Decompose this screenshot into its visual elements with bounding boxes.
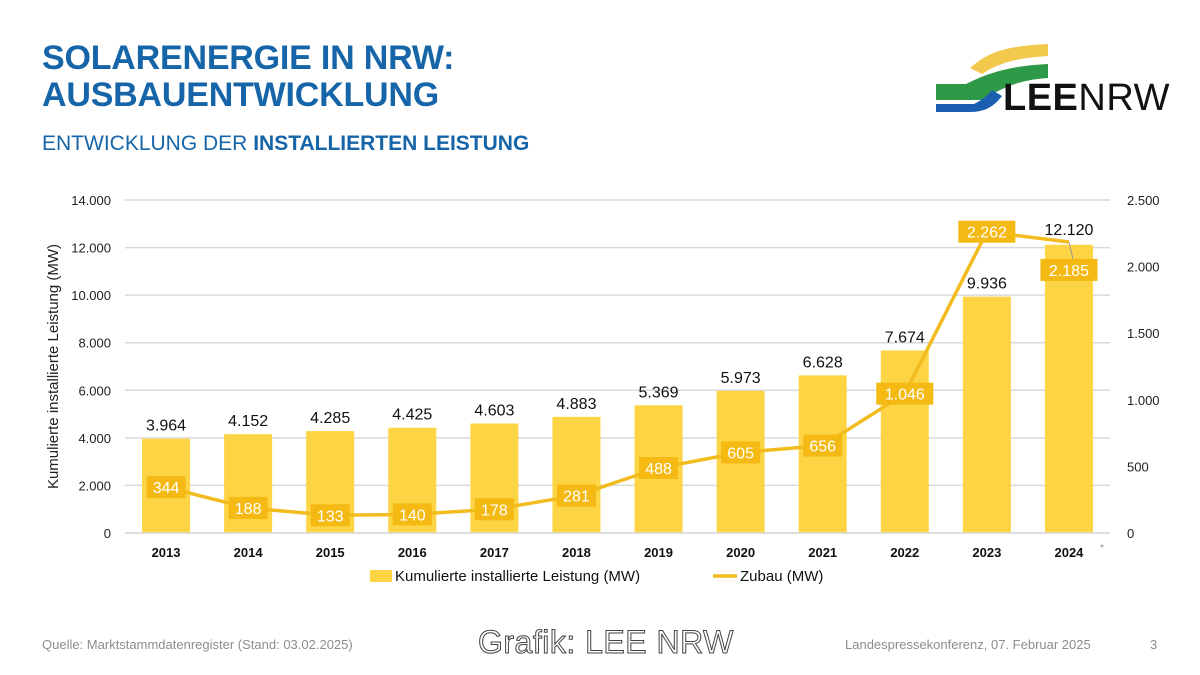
y2-tick-label: 0 [1127,526,1134,541]
y-axis-title: Kumulierte installierte Leistung (MW) [45,244,62,489]
y-tick-label: 0 [104,526,111,541]
line-value-box [310,504,350,527]
y2-tick-label: 2.000 [1127,260,1160,275]
y-tick-label: 4.000 [78,431,111,446]
lee-nrw-logo-icon [936,44,1048,112]
logo-text: LEENRW [1003,78,1170,118]
line-zubau [165,229,1070,518]
x-tick-label: 2015 [316,545,345,560]
line-value-label: 178 [481,502,508,519]
event-note: Landespressekonferenz, 07. Februar 2025 [845,637,1091,652]
bar-value-label: 4.285 [310,410,350,427]
x-tick-label: 2018 [562,545,591,560]
logo-text-nrw: NRW [1078,77,1170,119]
logo-yellow-stripe [970,44,1048,74]
bar [880,350,929,533]
y-tick-label: 2.000 [78,478,111,493]
line-value-box [958,220,1016,243]
line-value-box [474,498,514,521]
bar [552,416,601,533]
line-value-box [556,484,596,507]
line-value-box [721,441,761,464]
line-value-box [392,503,432,526]
line-value-label: 133 [317,508,344,525]
title-line-2: AUSBAUENTWICKLUNG [42,76,440,114]
combo-chart: 0 2.000 4.000 6.000 8.000 10.000 12.000 14.000 0… [45,193,1160,585]
y2-tick-label: 1.000 [1127,393,1160,408]
y-tick-label: 12.000 [71,241,111,256]
x-tick-label: 2021 [808,545,837,560]
x-tick-label: 2022 [890,545,919,560]
x-tick-label: 2019 [644,545,673,560]
bar-value-label: 12.120 [1044,222,1093,239]
bar-value-label: 6.628 [803,354,843,371]
line-value-box [803,434,843,457]
y2-tick-label: 1.500 [1127,326,1160,341]
x-tick-label: 2016 [398,545,427,560]
page-title: SOLARENERGIE IN NRW: AUSBAUENTWICKLUNG [42,40,454,114]
x-tick-label: 2017 [480,545,509,560]
line-value-label: 656 [809,439,836,456]
bar-value-label: 4.603 [474,403,514,420]
x-tick-label: 2013 [152,545,181,560]
subtitle-bold: INSTALLIERTEN LEISTUNG [253,132,530,155]
legend-label-line: Zubau (MW) [740,568,823,585]
line-value-label: 281 [563,489,590,506]
line-value-box [876,382,934,405]
line-value-label: 344 [153,480,180,497]
line-value-label: 188 [235,501,262,518]
bar-value-label: 4.152 [228,413,268,430]
bar [1044,244,1093,533]
line-value-label: 605 [727,445,754,462]
y-tick-label: 14.000 [71,193,111,208]
y-tick-label: 10.000 [71,288,111,303]
bar-value-label: 5.369 [639,384,679,401]
y2-tick-label: 2.500 [1127,193,1160,208]
logo-text-lee: LEE [1003,77,1079,119]
logo-green-stripe [936,64,1048,100]
line-value-label: 488 [645,461,672,478]
bar-value-label: 7.674 [885,329,925,346]
page-number: 3 [1150,637,1158,652]
line-value-label: 1.046 [885,387,925,404]
bar-value-label: 5.973 [721,370,761,387]
legend-label-bar: Kumulierte installierte Leistung (MW) [395,568,640,585]
line-value-label: 140 [399,507,426,524]
bar-value-label: 9.936 [967,276,1007,293]
watermark: Grafik: LEE NRW [478,624,734,661]
y-tick-label: 6.000 [78,383,111,398]
bar-value-label: 4.883 [556,396,596,413]
x-tick-label: 2024 [1054,545,1084,560]
line-value-box [146,476,186,499]
line-value-box [228,496,268,519]
title-line-1: SOLARENERGIE IN NRW: [42,39,455,77]
x-tick-label: 2014 [234,545,264,560]
bar-value-label: 3.964 [146,418,186,435]
label-leader-line [1068,241,1074,260]
line-value-label: 2.185 [1049,263,1089,280]
subtitle-regular: ENTWICKLUNG DER [42,132,254,155]
line-value-label: 2.262 [967,225,1007,242]
legend-swatch-bar [370,570,392,582]
bar [962,296,1011,533]
footnote-mark: * [1100,543,1104,554]
y2-tick-label: 500 [1127,459,1149,474]
line-value-box [639,456,679,479]
line-value-box [1040,258,1098,281]
x-tick-label: 2020 [726,545,755,560]
page-subtitle: ENTWICKLUNG DER INSTALLIERTEN LEISTUNG [42,131,529,157]
logo-blue-stripe [936,90,1002,112]
y-tick-label: 8.000 [78,336,111,351]
bar-value-label: 4.425 [392,407,432,424]
x-tick-label: 2023 [972,545,1001,560]
source-note: Quelle: Marktstammdatenregister (Stand: … [42,637,353,652]
